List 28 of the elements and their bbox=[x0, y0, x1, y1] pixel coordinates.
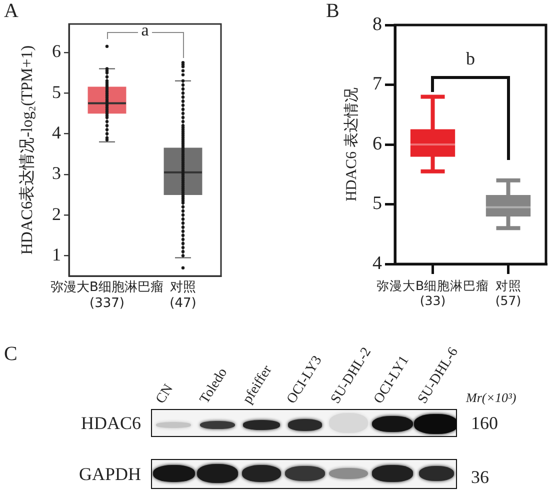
category-label: 160 bbox=[471, 413, 498, 433]
y-tick-label: 2 bbox=[52, 204, 61, 224]
y-tick-label: 6 bbox=[52, 41, 61, 62]
y-tick-label: 4 bbox=[372, 252, 382, 274]
x-tick-label: 对照 (57) bbox=[495, 278, 522, 308]
y-tick-label: 8 bbox=[372, 14, 382, 35]
annotation: a bbox=[141, 20, 150, 40]
y-tick-label: 3 bbox=[52, 163, 61, 184]
y-tick-label: 7 bbox=[372, 74, 382, 95]
y-tick-label: 6 bbox=[372, 133, 382, 154]
y-tick-label: 5 bbox=[372, 193, 382, 214]
y-axis-title: HDAC6表达情况-log₂(TPM+1) bbox=[18, 45, 36, 255]
category-label: GAPDH bbox=[78, 464, 141, 484]
x-tick-label: 弥漫大B细胞淋巴瘤 (33) bbox=[376, 278, 490, 308]
category-label: HDAC6 bbox=[80, 413, 141, 433]
y-tick-label: 4 bbox=[52, 122, 61, 142]
text: Mr(×10³) bbox=[466, 390, 516, 406]
x-tick-label: 弥漫大B细胞淋巴瘤 (337) bbox=[50, 279, 164, 311]
text: C bbox=[4, 343, 18, 365]
chart-title: A bbox=[4, 0, 18, 22]
chart-title: B bbox=[326, 0, 340, 22]
annotation: b bbox=[466, 48, 475, 69]
y-tick-label: 5 bbox=[52, 82, 61, 102]
x-tick-label: 对照 (47) bbox=[170, 280, 196, 311]
category-label: 36 bbox=[471, 467, 489, 487]
category-label: CN bbox=[153, 382, 178, 407]
y-axis-title: HDAC6 表达情况 bbox=[342, 88, 360, 202]
y-tick-label: 1 bbox=[52, 244, 61, 264]
